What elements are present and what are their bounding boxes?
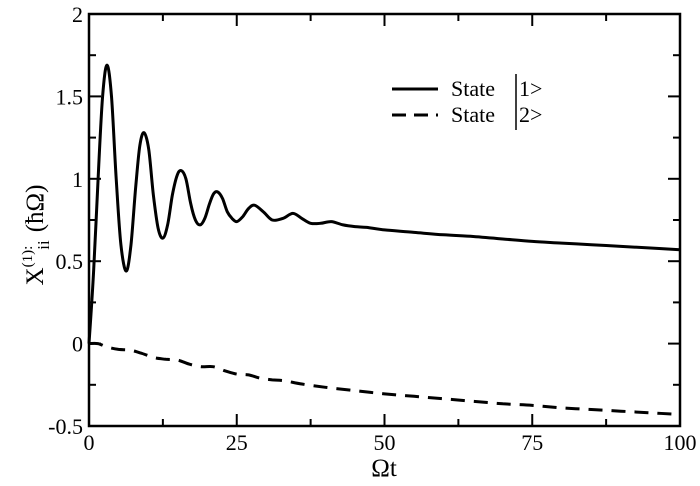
series-state-2-line [88,341,681,416]
series-layer [87,63,681,416]
y-tick-label: 0.5 [56,249,84,274]
y-tick-label: 1 [72,167,83,192]
legend-ket-2: 2> [519,102,542,127]
x-tick-label: 0 [84,430,95,455]
legend-label-state-1: State [451,76,495,101]
y-axis-title-main: X [22,267,49,285]
plot-frame [87,12,682,428]
x-tick-label: 25 [226,430,248,455]
x-axis-title: Ωt [371,455,397,482]
y-tick-label: 1.5 [56,84,84,109]
y-tick-label: 2 [72,2,83,27]
axis-ticks [88,13,681,427]
y-tick-label: 0 [72,332,83,357]
axis-tick-labels: 0 25 50 75 100-0.500.511.52 [48,2,696,455]
legend-label-state-2: State [451,102,495,127]
y-axis-title-colon: : [20,246,36,250]
x-tick-label: 100 [664,430,697,455]
x-tick-label: 75 [521,430,543,455]
y-axis-title-subscript: ii [34,240,53,250]
legend: State State 1> 2> [392,74,542,130]
svg-text:X(1):ii(ħΩ): X(1):ii (ħΩ) [20,185,53,286]
y-tick-label: -0.5 [48,414,83,439]
plot-border [87,12,682,428]
series-state-1-line [87,63,681,344]
y-axis-title: X(1):ii (ħΩ) [20,185,53,286]
y-axis-title-superscript: (1) [20,250,36,268]
y-axis-title-unit: (ħΩ) [22,185,49,233]
legend-ket-1: 1> [519,76,542,101]
x-tick-label: 50 [374,430,396,455]
